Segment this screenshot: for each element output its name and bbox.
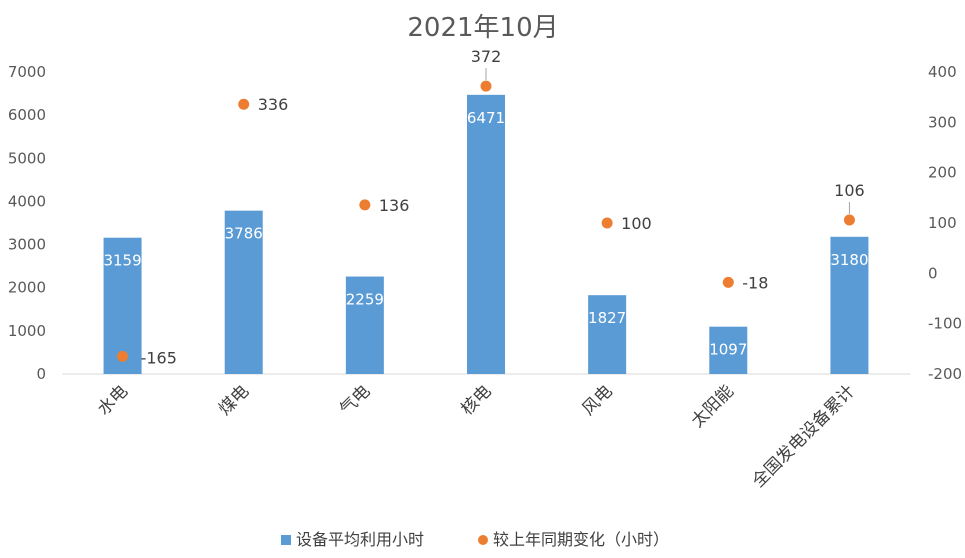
point xyxy=(359,199,371,211)
right-tick-label: 0 xyxy=(928,264,938,282)
left-tick-label: 3000 xyxy=(8,236,46,254)
bar-value-label: 1097 xyxy=(709,341,747,359)
category-label: 太阳能 xyxy=(688,381,738,431)
legend-label-point: 较上年同期变化（小时） xyxy=(493,530,669,549)
point-value-label: 100 xyxy=(621,214,652,233)
bar xyxy=(467,94,505,374)
bar-series: 3159 3786 2259 6471 1827 1097 3180 xyxy=(103,94,869,374)
left-tick-label: 0 xyxy=(36,365,46,383)
right-tick-label: 100 xyxy=(928,214,957,232)
point xyxy=(843,214,855,226)
right-tick-label: 300 xyxy=(928,113,957,131)
left-tick-label: 4000 xyxy=(8,192,46,210)
point xyxy=(238,98,250,110)
bar-value-label: 6471 xyxy=(467,109,505,127)
bar-value-label: 3786 xyxy=(225,225,263,243)
bar xyxy=(224,210,263,374)
point xyxy=(601,217,613,229)
legend-swatch-bar xyxy=(281,535,291,545)
category-label: 水电 xyxy=(94,381,132,419)
point-value-label: -165 xyxy=(141,348,177,367)
point-value-label: 136 xyxy=(379,196,410,215)
right-axis: -200 -100 0 100 200 300 400 xyxy=(928,63,962,383)
left-tick-label: 7000 xyxy=(8,63,46,81)
point xyxy=(117,350,129,362)
category-label: 全国发电设备累计 xyxy=(749,381,859,491)
left-tick-label: 5000 xyxy=(8,149,46,167)
right-tick-label: -200 xyxy=(928,365,962,383)
point-value-label: -18 xyxy=(742,273,768,292)
point-value-label: 106 xyxy=(834,181,865,200)
right-tick-label: 200 xyxy=(928,164,957,182)
bar xyxy=(345,276,384,374)
point-value-label: 372 xyxy=(471,47,502,66)
bar xyxy=(588,295,627,374)
point-value-label: 336 xyxy=(258,95,289,114)
point-series: -165 336 136 372 100 -18 106 xyxy=(117,47,865,367)
category-label: 煤电 xyxy=(215,381,253,419)
point xyxy=(722,276,734,288)
category-labels: 水电 煤电 气电 核电 风电 太阳能 全国发电设备累计 xyxy=(94,381,859,491)
bar-value-label: 2259 xyxy=(346,291,384,309)
left-tick-label: 1000 xyxy=(8,322,46,340)
bar-value-label: 3159 xyxy=(103,252,141,270)
bar-value-label: 3180 xyxy=(830,251,868,269)
bar xyxy=(709,326,748,374)
right-tick-label: -100 xyxy=(928,315,962,333)
bar-value-label: 1827 xyxy=(588,309,626,327)
category-label: 风电 xyxy=(578,381,616,419)
bar xyxy=(830,236,869,374)
left-tick-label: 6000 xyxy=(8,106,46,124)
category-label: 核电 xyxy=(457,381,495,419)
left-tick-label: 2000 xyxy=(8,279,46,297)
legend-swatch-point xyxy=(478,535,488,545)
category-label: 气电 xyxy=(336,381,374,419)
left-axis: 0 1000 2000 3000 4000 5000 6000 7000 xyxy=(8,63,46,383)
right-tick-label: 400 xyxy=(928,63,957,81)
point xyxy=(480,80,492,92)
legend: 设备平均利用小时 较上年同期变化（小时） xyxy=(281,530,669,549)
chart-title: 2021年10月 xyxy=(407,13,558,43)
legend-label-bar: 设备平均利用小时 xyxy=(296,530,424,549)
